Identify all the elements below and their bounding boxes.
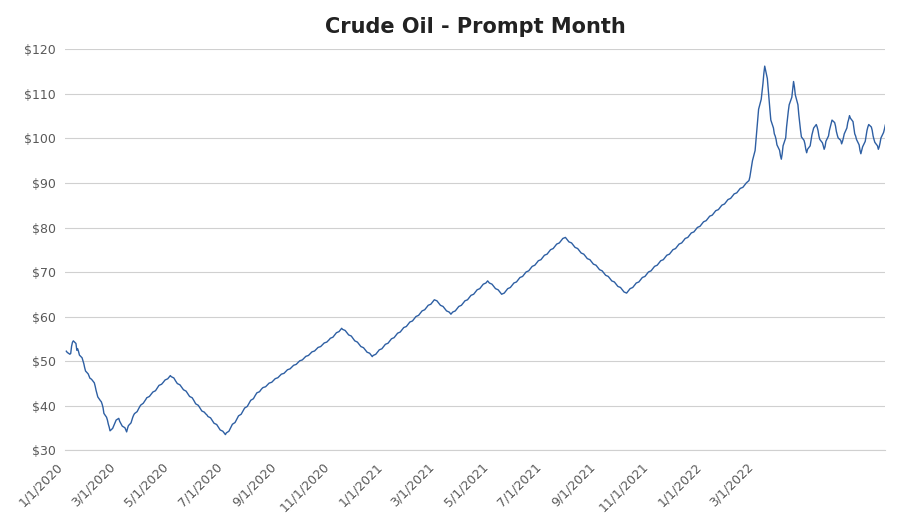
Title: Crude Oil - Prompt Month: Crude Oil - Prompt Month	[325, 16, 626, 37]
